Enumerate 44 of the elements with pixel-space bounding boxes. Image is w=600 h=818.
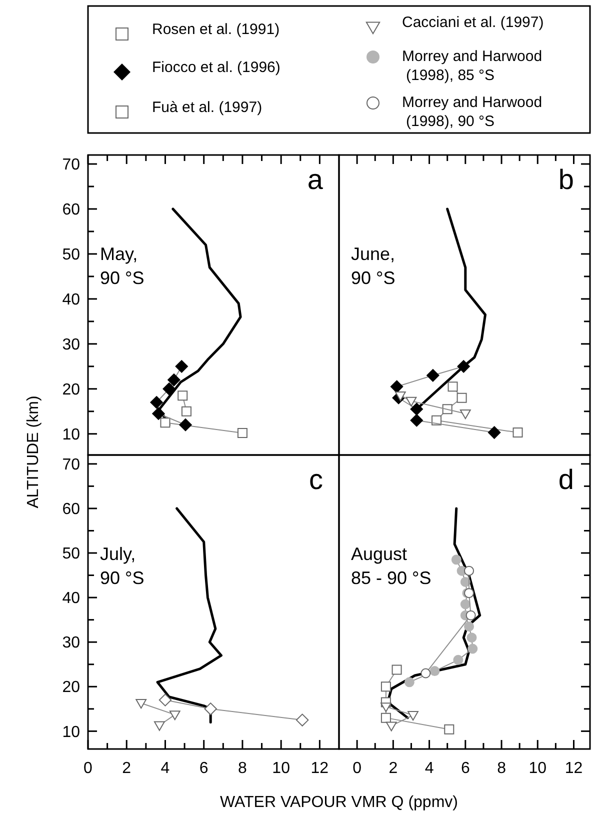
y-tick-label: 40 — [62, 590, 80, 608]
y-tick-label: 10 — [62, 426, 80, 444]
x-tick-label: 0 — [84, 760, 93, 777]
annotation: June, 90 °S — [351, 244, 396, 288]
x-tick-label: 8 — [497, 760, 506, 777]
legend-label: Fiocco et al. (1996) — [152, 59, 280, 76]
annotation: July, 90 °S — [100, 544, 144, 588]
x-tick-label: 2 — [122, 760, 132, 777]
y-tick-label: 20 — [62, 381, 80, 398]
annotation: August 85 - 90 °S — [351, 544, 432, 588]
legend-label: Morrey and Harwood (1998), 85 °S — [402, 48, 542, 84]
x-tick-label: 12 — [310, 760, 329, 777]
x-tick-label: 10 — [528, 760, 547, 777]
x-tick-label: 6 — [460, 760, 470, 777]
y-tick-label: 40 — [62, 292, 80, 309]
y-tick-label: 70 — [62, 456, 80, 474]
y-tick-label: 60 — [62, 501, 80, 518]
x-tick-label: 2 — [388, 760, 398, 777]
y-tick-label: 30 — [62, 634, 80, 652]
y-tick-label: 70 — [62, 156, 80, 174]
chart-title: c — [309, 464, 323, 495]
x-tick-label: 4 — [160, 760, 170, 777]
y-tick-label: 20 — [62, 679, 80, 696]
x-tick-label: 8 — [238, 760, 248, 777]
legend-label: Morrey and Harwood (1998), 90 °S — [402, 94, 542, 130]
y-axis-title: ALTITUDE (km) — [25, 396, 42, 508]
y-tick-label: 30 — [62, 336, 80, 354]
chart-title: b — [558, 164, 574, 195]
chart-title: d — [558, 464, 574, 495]
chart-title: a — [307, 164, 324, 195]
x-axis-title: WATER VAPOUR VMR Q (ppmv) — [220, 794, 458, 811]
annotation: May, 90 °S — [100, 244, 144, 288]
x-tick-label: 10 — [272, 760, 290, 777]
y-tick-label: 50 — [62, 246, 80, 264]
y-tick-label: 10 — [62, 724, 80, 741]
legend-label: Rosen et al. (1991) — [152, 21, 280, 38]
x-tick-label: 12 — [564, 760, 583, 777]
y-tick-label: 60 — [62, 202, 80, 219]
legend-label: Cacciani et al. (1997) — [402, 14, 544, 31]
x-tick-label: 6 — [199, 760, 208, 777]
y-tick-label: 50 — [62, 546, 80, 563]
x-tick-label: 0 — [352, 760, 362, 777]
legend-label: Fuà et al. (1997) — [152, 99, 262, 116]
x-tick-label: 4 — [424, 760, 434, 777]
